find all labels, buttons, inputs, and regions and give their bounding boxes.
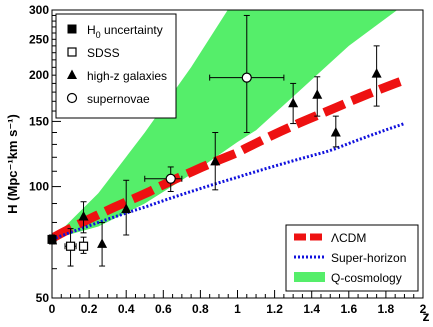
axes: 0 0.2 0.4 0.6 0.8 1 1.2 1.4 1.6 1.8 25010015020025… <box>5 3 430 324</box>
legend-label: H0 uncertainty <box>87 23 163 40</box>
data-points <box>47 14 382 267</box>
x-tick-label: 0.4 <box>118 302 135 316</box>
legend-label: ΛCDM <box>331 231 366 245</box>
superhorizon-curve <box>52 122 405 241</box>
x-tick-label: 1.8 <box>378 302 395 316</box>
legend-marker-filled-triangle <box>67 69 77 79</box>
open-circle-point <box>165 173 176 184</box>
legend-markers: H0 uncertainty SDSS high-z galaxies superno… <box>55 13 177 119</box>
legend-label: supernovae <box>87 92 150 106</box>
q-cosmology-band <box>52 10 398 240</box>
filled-triangle-point <box>121 203 132 213</box>
x-tick-label: 1.4 <box>303 302 320 316</box>
y-tick-label: 200 <box>29 68 49 82</box>
x-tick-label: 1.2 <box>266 302 283 316</box>
x-tick-label: 0 <box>49 302 56 316</box>
open-square-point <box>78 241 89 251</box>
y-axis-label: H (Mpc⁻¹km s⁻¹) <box>5 114 20 214</box>
y-tick-label: 300 <box>29 3 49 17</box>
filled-triangle-point <box>312 89 323 99</box>
x-tick-label: 1 <box>234 302 241 316</box>
filled-triangle-point <box>78 211 89 221</box>
y-tick-label: 50 <box>36 291 50 305</box>
y-tick-label: 100 <box>29 180 49 194</box>
filled-triangle-point <box>288 97 299 108</box>
model-curves <box>52 10 406 243</box>
filled-triangle-point <box>97 238 108 248</box>
x-tick-label: 2 <box>420 302 427 316</box>
x-axis-label: z <box>423 308 430 324</box>
filled-triangle-point <box>371 68 382 78</box>
legend-label: Q-cosmology <box>331 271 402 285</box>
lcdm-band <box>52 75 406 243</box>
legend-marker-open-circle <box>66 92 78 104</box>
x-tick-label: 0.8 <box>192 302 209 316</box>
filled-square-point <box>47 234 57 244</box>
legend-swatch-qcosmology <box>294 272 325 282</box>
y-tick-label: 150 <box>29 114 49 128</box>
legend-label: Super-horizon <box>331 251 406 265</box>
legend-marker-open-square <box>67 47 77 57</box>
filled-triangle-point <box>210 155 221 166</box>
legends: H0 uncertainty SDSS high-z galaxies superno… <box>55 13 419 292</box>
legend-marker-filled-square <box>67 24 77 34</box>
y-tick-label: 250 <box>29 32 49 46</box>
x-tick-label: 0.6 <box>155 302 172 316</box>
x-tick-label: 1.6 <box>340 302 357 316</box>
open-square-point <box>65 241 76 251</box>
legend-models: ΛCDM Super-horizon Q-cosmology <box>285 224 419 292</box>
open-circle-point <box>241 72 252 83</box>
legend-label: high-z galaxies <box>87 69 167 83</box>
filled-triangle-point <box>330 127 341 137</box>
legend-label: SDSS <box>87 46 120 60</box>
x-tick-label: 0.2 <box>81 302 98 316</box>
